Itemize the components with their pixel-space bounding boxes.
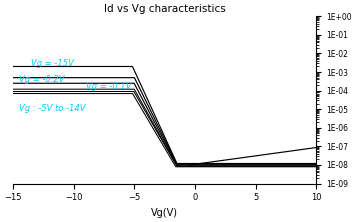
X-axis label: Vg(V): Vg(V) bbox=[151, 208, 178, 218]
Text: Vg : -5V to -14V: Vg : -5V to -14V bbox=[19, 104, 85, 113]
Text: Vg = -0.1V: Vg = -0.1V bbox=[86, 82, 131, 91]
Text: Vg = -15V: Vg = -15V bbox=[31, 59, 74, 68]
Title: Id vs Vg characteristics: Id vs Vg characteristics bbox=[104, 4, 226, 14]
Text: Vg = -0.2V: Vg = -0.2V bbox=[19, 75, 64, 84]
